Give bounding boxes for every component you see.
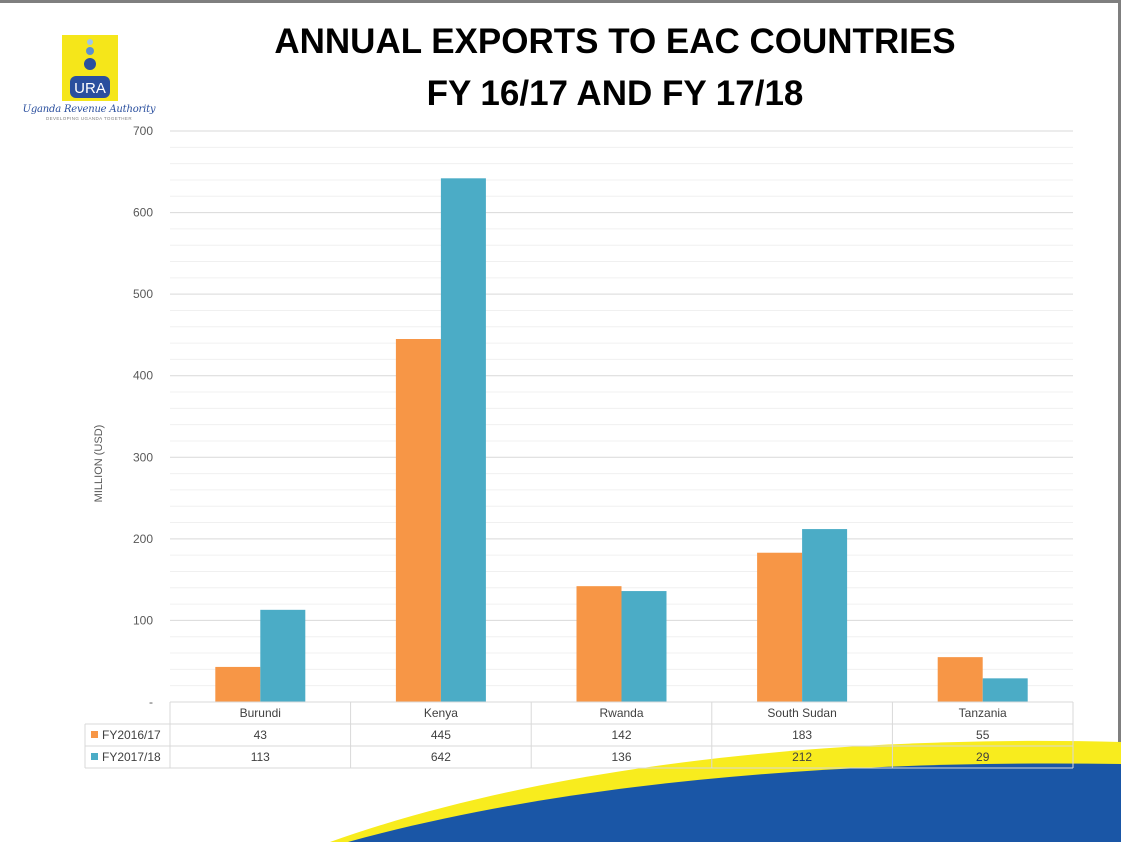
y-tick-label: 100 <box>133 613 153 627</box>
logo-org-name: Uganda Revenue Authority <box>22 104 156 115</box>
swoosh-blue-band <box>348 763 1121 842</box>
slide-top-border <box>0 0 1121 3</box>
bar-fy201617-kenya <box>395 339 441 702</box>
table-value-cell: 445 <box>431 728 451 742</box>
table-series-label: FY2016/17 <box>102 728 161 742</box>
table-series-label: FY2017/18 <box>102 750 161 764</box>
table-value-cell: 29 <box>976 750 990 764</box>
bar-fy201718-kenya <box>440 178 486 703</box>
table-value-cell: 212 <box>792 750 812 764</box>
y-tick-label: - <box>149 695 153 709</box>
table-category-label: Burundi <box>240 706 281 720</box>
bar-fy201617-rwanda <box>576 586 622 702</box>
table-category-label: Rwanda <box>599 706 643 720</box>
logo-tagline: DEVELOPING UGANDA TOGETHER <box>45 116 132 121</box>
logo-abbreviation: URA <box>74 80 106 97</box>
table-category-label: Kenya <box>424 706 458 720</box>
y-tick-label: 200 <box>133 532 153 546</box>
table-value-cell: 642 <box>431 750 451 764</box>
table-value-cell: 43 <box>254 728 268 742</box>
y-axis-title: MILLION (USD) <box>93 425 105 503</box>
y-tick-label: 400 <box>133 369 153 383</box>
page-title-line2: FY 16/17 AND FY 17/18 <box>426 74 804 113</box>
bar-fy201718-burundi <box>260 609 306 702</box>
legend-swatch-fy201617 <box>91 731 98 738</box>
bar-fy201617-burundi <box>215 666 261 702</box>
table-value-cell: 136 <box>611 750 631 764</box>
legend-swatch-fy201718 <box>91 753 98 760</box>
y-tick-label: 600 <box>133 206 153 220</box>
ura-emblem-icon: URA <box>62 35 118 101</box>
bar-fy201718-rwanda <box>621 591 667 702</box>
y-tick-label: 700 <box>133 124 153 138</box>
table-value-cell: 183 <box>792 728 812 742</box>
bar-fy201617-tanzania <box>937 657 983 702</box>
bar-fy201718-south-sudan <box>802 529 848 702</box>
y-tick-label: 500 <box>133 287 153 301</box>
bar-fy201617-south-sudan <box>757 552 803 702</box>
table-value-cell: 55 <box>976 728 990 742</box>
bar-fy201718-tanzania <box>982 678 1028 702</box>
y-tick-label: 300 <box>133 450 153 464</box>
table-value-cell: 113 <box>251 750 270 764</box>
slide-right-border <box>1118 0 1121 842</box>
page-title-line1: ANNUAL EXPORTS TO EAC COUNTRIES <box>274 22 956 61</box>
ura-logo: URA Uganda Revenue Authority DEVELOPING … <box>14 32 164 124</box>
table-value-cell: 142 <box>611 728 631 742</box>
table-category-label: South Sudan <box>767 706 836 720</box>
table-category-label: Tanzania <box>959 706 1007 720</box>
